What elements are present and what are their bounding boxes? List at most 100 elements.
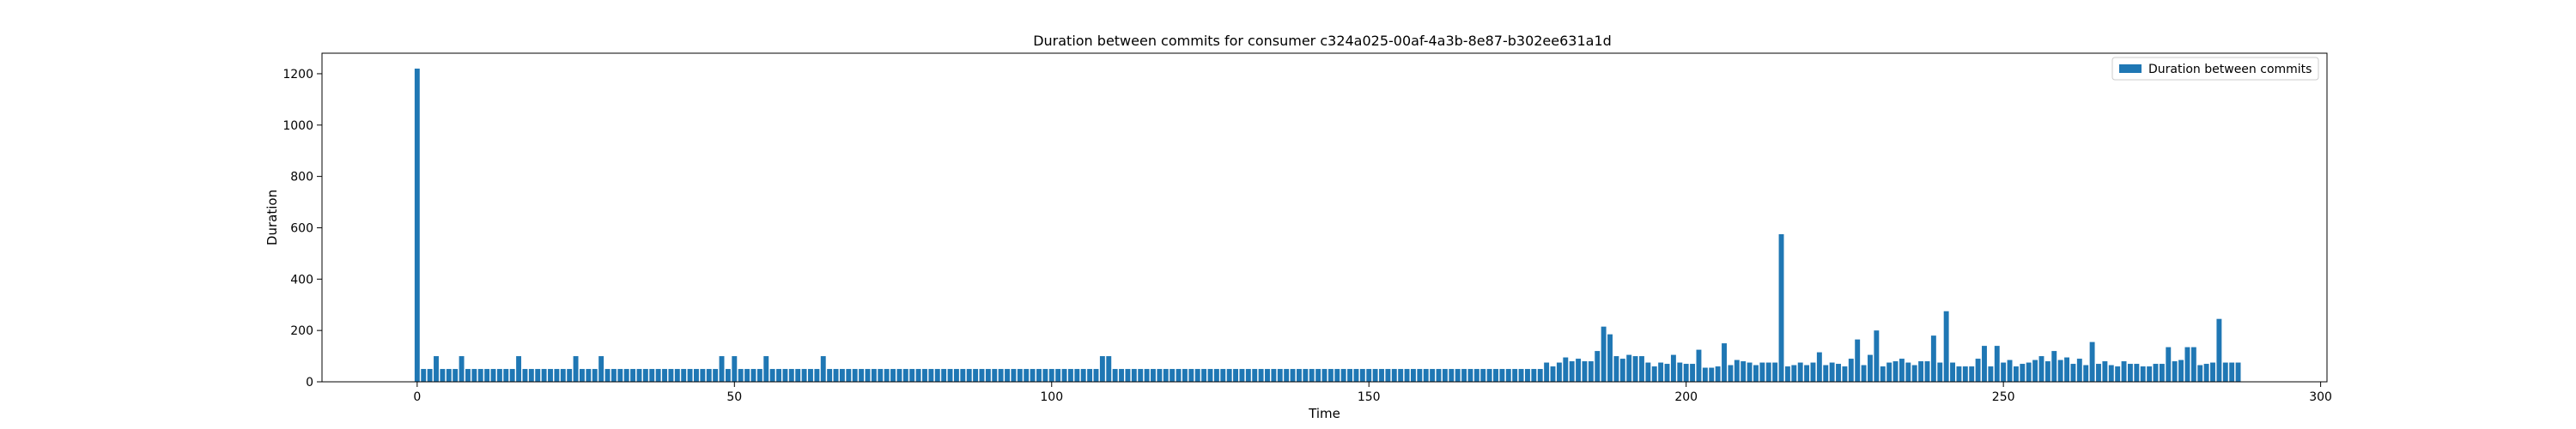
bar <box>1956 366 1962 382</box>
bar <box>2197 365 2203 382</box>
bar <box>2229 362 2235 382</box>
bar <box>1461 369 1467 382</box>
bar <box>1632 356 1638 382</box>
bar <box>1810 362 1816 382</box>
bar <box>750 369 756 382</box>
bar <box>1905 362 1911 382</box>
bar <box>1683 364 1689 382</box>
bar <box>1994 346 2000 382</box>
legend-label: Duration between commits <box>2148 63 2312 76</box>
x-tick-label: 250 <box>1992 390 2015 404</box>
bar <box>1943 311 1949 382</box>
bar <box>1988 366 1994 382</box>
bar <box>649 369 655 382</box>
bar <box>713 369 719 382</box>
bar <box>947 369 953 382</box>
bar <box>687 369 693 382</box>
bar <box>2083 365 2089 382</box>
bar <box>1321 369 1327 382</box>
bar <box>1340 369 1346 382</box>
bar <box>1359 369 1365 382</box>
bar <box>1537 369 1543 382</box>
bar <box>763 356 769 382</box>
bar <box>2190 347 2196 382</box>
bar <box>1930 335 1936 382</box>
bar <box>1271 369 1277 382</box>
bar <box>1030 369 1036 382</box>
bar <box>2102 361 2108 382</box>
plot-area-frame <box>321 52 2328 383</box>
bar <box>1042 369 1048 382</box>
bar <box>1855 339 1861 382</box>
bar <box>1734 360 1740 382</box>
y-axis-ticks: 0 200 400 600 800 1000 1200 <box>283 68 322 390</box>
bar <box>719 356 725 382</box>
bar <box>465 369 471 382</box>
bar <box>2216 318 2222 382</box>
legend-box <box>2111 57 2319 81</box>
bar <box>642 369 648 382</box>
bar <box>1455 369 1461 382</box>
bar <box>2172 361 2178 382</box>
chart-title: Duration between commits for consumer c3… <box>1033 33 1612 49</box>
legend-swatch <box>2119 64 2142 73</box>
bar <box>1410 369 1416 382</box>
bar <box>2020 364 2026 382</box>
bar <box>1816 352 1822 382</box>
bar <box>2032 360 2038 382</box>
bar <box>1074 369 1080 382</box>
bar <box>1125 369 1131 382</box>
bar <box>1842 366 1848 382</box>
bar <box>1436 369 1442 382</box>
bar <box>668 369 674 382</box>
bar <box>1576 359 1582 382</box>
bar <box>769 369 775 382</box>
bar <box>1239 369 1245 382</box>
bar <box>1601 326 1607 382</box>
bar <box>795 369 801 382</box>
bar <box>2210 362 2215 382</box>
bar <box>1061 369 1067 382</box>
bar <box>871 369 877 382</box>
bar <box>1658 362 1664 382</box>
bar <box>801 369 807 382</box>
bar <box>1924 361 1930 382</box>
x-tick-label: 150 <box>1358 390 1381 404</box>
bar <box>694 369 699 382</box>
bar <box>1690 364 1696 382</box>
y-tick-label: 0 <box>306 376 313 390</box>
bar <box>414 68 420 382</box>
bar <box>1067 369 1073 382</box>
bar <box>1607 334 1613 382</box>
bar <box>1918 361 1924 382</box>
bar <box>1797 362 1803 382</box>
bar <box>2203 364 2209 382</box>
bar <box>1582 361 1588 382</box>
bar <box>1188 369 1194 382</box>
bar <box>953 369 959 382</box>
bar <box>865 369 871 382</box>
bar <box>2089 341 2095 382</box>
bar <box>1473 369 1479 382</box>
bar <box>453 369 459 382</box>
bar <box>1518 369 1524 382</box>
bar <box>605 369 611 382</box>
bar <box>2076 359 2082 382</box>
bar <box>852 369 858 382</box>
bar <box>922 369 927 382</box>
bar <box>1563 357 1569 382</box>
x-tick-label: 0 <box>413 390 421 404</box>
bar <box>2013 366 2019 382</box>
bar <box>434 356 439 382</box>
bar <box>427 369 433 382</box>
bar <box>503 369 509 382</box>
bar <box>598 356 605 382</box>
bar <box>459 356 465 382</box>
bar <box>1151 369 1156 382</box>
bar <box>1715 366 1721 382</box>
bar <box>1449 369 1455 382</box>
bar <box>1772 362 1778 382</box>
bar <box>1327 369 1334 382</box>
bar <box>1893 361 1899 382</box>
